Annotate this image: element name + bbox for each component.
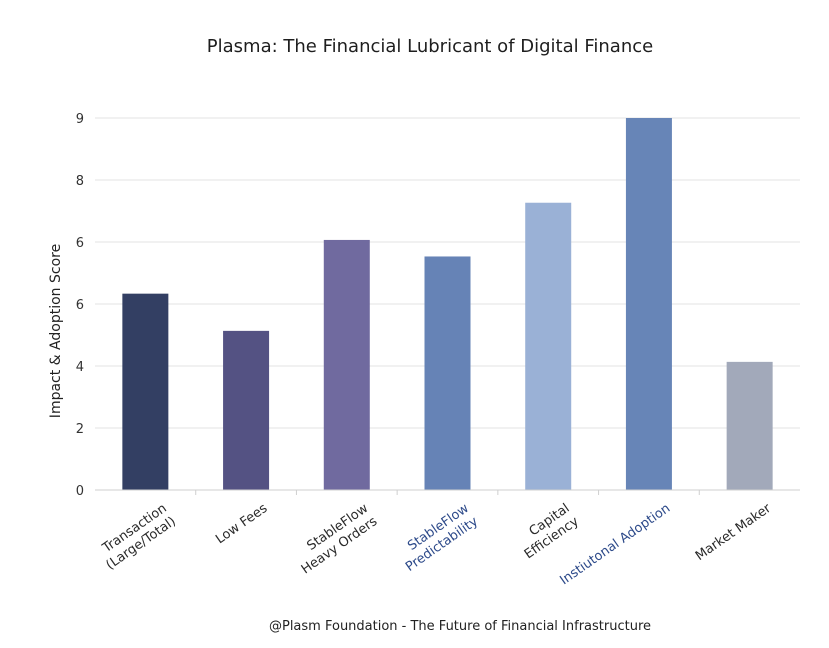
x-category-label-line: Instiutonal Adoption bbox=[557, 501, 673, 588]
bars bbox=[122, 118, 773, 490]
y-tick-label: 4 bbox=[76, 360, 84, 375]
x-category-label: Market Maker bbox=[693, 501, 775, 564]
x-category-label: Instiutonal Adoption bbox=[557, 501, 673, 588]
y-axis-label: Impact & Adoption Score bbox=[48, 244, 64, 418]
x-category-label: Transaction(Large/Total) bbox=[99, 501, 179, 573]
x-category-label-line: Market Maker bbox=[693, 501, 775, 564]
y-axis-ticks: 0 2 4 6 6 8 9 bbox=[76, 112, 84, 499]
bar bbox=[525, 202, 572, 490]
bar bbox=[625, 118, 672, 490]
y-tick-label: 6 bbox=[76, 236, 84, 251]
x-axis-tick-marks bbox=[195, 490, 700, 495]
y-tick-label: 6 bbox=[76, 298, 84, 313]
bar bbox=[223, 330, 270, 490]
y-tick-label: 8 bbox=[76, 174, 84, 189]
bar bbox=[726, 361, 773, 490]
x-category-label-line: Low Fees bbox=[213, 501, 270, 547]
y-tick-label: 0 bbox=[76, 484, 84, 499]
chart-title: Plasma: The Financial Lubricant of Digit… bbox=[207, 36, 653, 57]
y-tick-label: 9 bbox=[76, 112, 84, 127]
x-axis-labels: Transaction(Large/Total) Low Fees StableFl… bbox=[99, 501, 775, 589]
bar bbox=[323, 239, 370, 490]
y-tick-label: 2 bbox=[76, 422, 84, 437]
bar bbox=[424, 256, 471, 490]
chart-footer: @Plasm Foundation - The Future of Financ… bbox=[269, 619, 651, 634]
bar bbox=[122, 293, 169, 490]
x-category-label: Low Fees bbox=[213, 501, 270, 547]
